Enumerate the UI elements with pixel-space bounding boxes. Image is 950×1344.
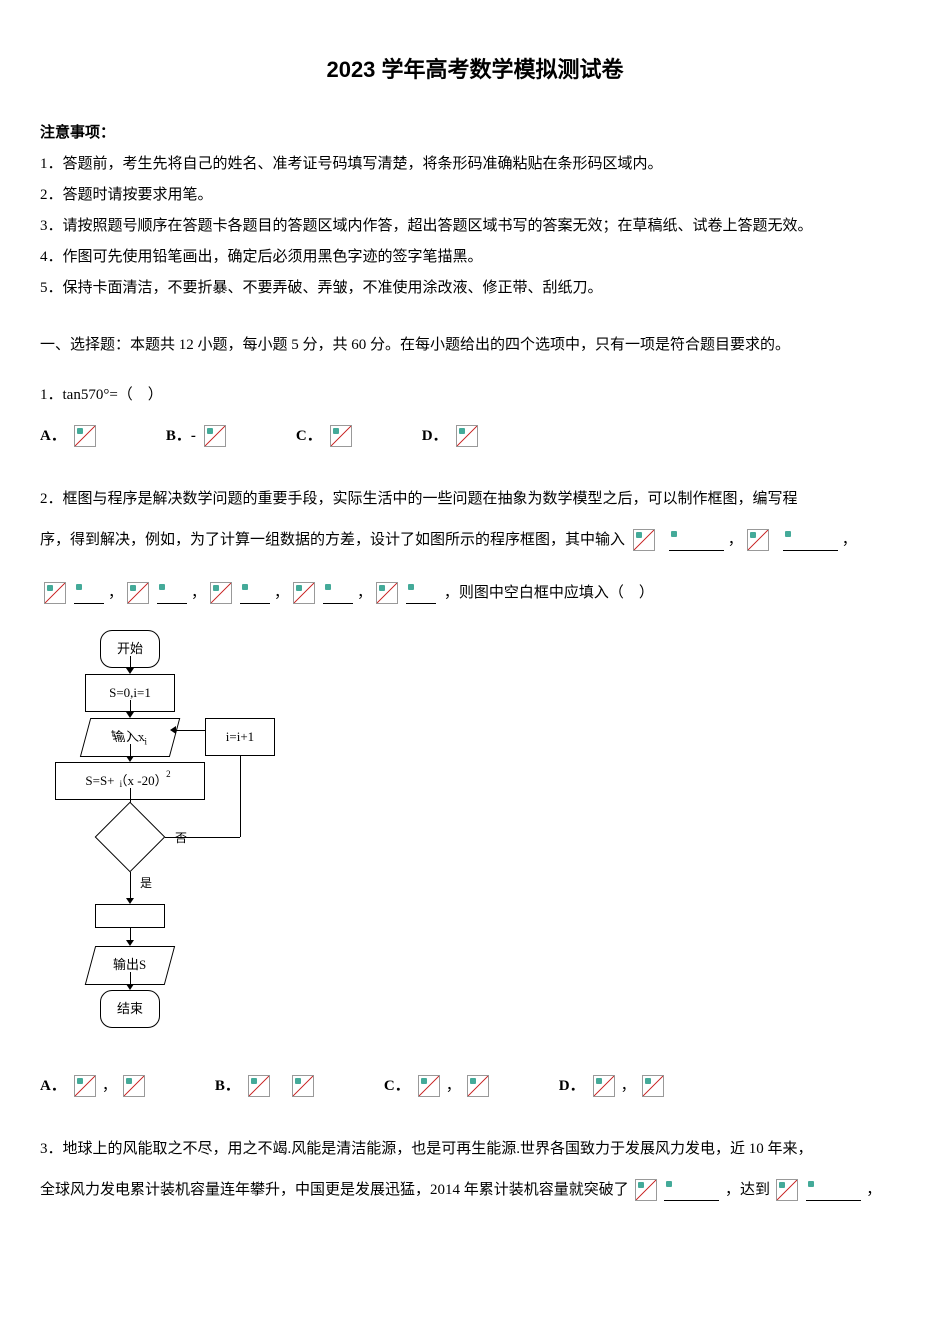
flow-label-yes: 是 xyxy=(140,870,152,896)
flow-calc-text: S=S+（x -20） xyxy=(85,767,167,796)
flow-calc-sub: i xyxy=(120,775,123,795)
option-a: A． ， xyxy=(40,1070,147,1103)
question-text-line: 序，得到解决，例如，为了计算一组数据的方差，设计了如图所示的程序框图，其中输入 … xyxy=(40,524,910,557)
comma: ， xyxy=(446,1070,461,1103)
section-header: 一、选择题：本题共 12 小题，每小题 5 分，共 60 分。在每小题给出的四个… xyxy=(40,332,910,359)
comma: ， xyxy=(866,1182,881,1198)
formula-placeholder-icon xyxy=(330,425,352,447)
formula-placeholder-icon xyxy=(44,582,66,604)
blank-line xyxy=(406,582,436,604)
flow-arrowhead-icon xyxy=(170,726,176,734)
option-d: D． ， xyxy=(559,1070,666,1103)
flow-arrow xyxy=(130,872,131,900)
question-text: 1．tan570°=（ ） xyxy=(40,379,910,412)
comma: ， xyxy=(357,577,372,610)
formula-placeholder-icon xyxy=(669,529,724,551)
options-row: A． ， B． C． ， D． ， xyxy=(40,1070,910,1103)
flow-input-text: 输入x xyxy=(109,723,149,752)
flow-arrow xyxy=(165,837,240,838)
comma: ， xyxy=(728,524,743,557)
option-b: B．- xyxy=(166,420,228,453)
text-fragment: ，达到 xyxy=(725,1182,770,1198)
formula-placeholder-icon xyxy=(127,582,149,604)
question-1: 1．tan570°=（ ） A． B．- C． D． xyxy=(40,379,910,453)
option-d: D． xyxy=(422,420,480,453)
text-fragment: 序，得到解决，例如，为了计算一组数据的方差，设计了如图所示的程序框图，其中输入 xyxy=(40,532,625,548)
flow-decision xyxy=(95,801,166,872)
flow-loop: i=i+1 xyxy=(205,718,275,757)
question-2: 2．框图与程序是解决数学问题的重要手段，实际生活中的一些问题在抽象为数学模型之后… xyxy=(40,483,910,1103)
formula-placeholder-icon xyxy=(376,582,398,604)
comma: ， xyxy=(274,577,289,610)
blank-line xyxy=(323,582,353,604)
notice-item: 4．作图可先使用铅笔画出，确定后必须用黑色字迹的签字笔描黑。 xyxy=(40,244,910,271)
formula-placeholder-icon xyxy=(248,1075,270,1097)
formula-placeholder-icon xyxy=(123,1075,145,1097)
option-c: C． xyxy=(296,420,354,453)
blank-line xyxy=(74,582,104,604)
blank-line xyxy=(240,582,270,604)
option-label: D． xyxy=(559,1070,585,1103)
option-a: A． xyxy=(40,420,98,453)
comma: ， xyxy=(108,577,123,610)
formula-placeholder-icon xyxy=(783,529,838,551)
formula-placeholder-icon xyxy=(635,1179,657,1201)
flow-end: 结束 xyxy=(100,990,160,1029)
inline-placeholder-seq: ， ， ， ， xyxy=(40,577,440,610)
question-text-line: ， ， ， ， ，则图中空白框中应填入（ ） xyxy=(40,577,910,610)
formula-placeholder-icon xyxy=(633,529,655,551)
formula-placeholder-icon xyxy=(418,1075,440,1097)
notice-item: 1．答题前，考生先将自己的姓名、准考证号码填写清楚，将条形码准确粘贴在条形码区域… xyxy=(40,151,910,178)
formula-placeholder-icon xyxy=(210,582,232,604)
option-label: B． xyxy=(215,1070,240,1103)
inline-placeholder-seq: ， ， xyxy=(629,524,857,557)
notice-header: 注意事项： xyxy=(40,120,910,147)
formula-placeholder-icon xyxy=(467,1075,489,1097)
flow-arrow xyxy=(175,730,205,731)
page-title: 2023 学年高考数学模拟测试卷 xyxy=(40,50,910,90)
blank-line xyxy=(157,582,187,604)
formula-placeholder-icon xyxy=(456,425,478,447)
options-row: A． B．- C． D． xyxy=(40,420,910,453)
option-label: C． xyxy=(384,1070,410,1103)
notice-item: 5．保持卡面清洁，不要折暴、不要弄破、弄皱，不准使用涂改液、修正带、刮纸刀。 xyxy=(40,275,910,302)
notice-item: 3．请按照题号顺序在答题卡各题目的答题区域内作答，超出答题区域书写的答案无效；在… xyxy=(40,213,910,240)
comma: ， xyxy=(842,524,857,557)
flow-arrowhead-icon xyxy=(126,712,134,718)
flow-arrowhead-icon xyxy=(126,984,134,990)
text-fragment: 全球风力发电累计装机容量连年攀升，中国更是发展迅猛，2014 年累计装机容量就突… xyxy=(40,1182,629,1198)
option-label: A． xyxy=(40,1070,66,1103)
formula-placeholder-icon xyxy=(642,1075,664,1097)
option-label: A． xyxy=(40,420,66,453)
blank-line xyxy=(806,1179,861,1201)
flow-label-no: 否 xyxy=(175,825,187,851)
option-label: C． xyxy=(296,420,322,453)
blank-line xyxy=(664,1179,719,1201)
text-fragment: ，则图中空白框中应填入（ ） xyxy=(444,585,654,601)
formula-placeholder-icon xyxy=(74,425,96,447)
question-text-line: 2．框图与程序是解决数学问题的重要手段，实际生活中的一些问题在抽象为数学模型之后… xyxy=(40,483,910,516)
flow-calc-sup: 2 xyxy=(166,765,171,785)
formula-placeholder-icon xyxy=(293,582,315,604)
notice-item: 2．答题时请按要求用笔。 xyxy=(40,182,910,209)
flow-blank xyxy=(95,904,165,928)
question-3: 3．地球上的风能取之不尽，用之不竭.风能是清洁能源，也是可再生能源.世界各国致力… xyxy=(40,1133,910,1207)
formula-placeholder-icon xyxy=(292,1075,314,1097)
option-b: B． xyxy=(215,1070,316,1103)
formula-placeholder-icon xyxy=(776,1179,798,1201)
option-c: C． ， xyxy=(384,1070,491,1103)
formula-placeholder-icon xyxy=(74,1075,96,1097)
flowchart-diagram: 开始 S=0,i=1 输入xi S=S+（x -20）i2 否 i=i+1 是 … xyxy=(40,630,320,1050)
flow-arrowhead-icon xyxy=(126,940,134,946)
question-text-line: 全球风力发电累计装机容量连年攀升，中国更是发展迅猛，2014 年累计装机容量就突… xyxy=(40,1174,910,1207)
comma: ， xyxy=(621,1070,636,1103)
question-text-line: 3．地球上的风能取之不尽，用之不竭.风能是清洁能源，也是可再生能源.世界各国致力… xyxy=(40,1133,910,1166)
formula-placeholder-icon xyxy=(747,529,769,551)
comma: ， xyxy=(191,577,206,610)
option-label: B．- xyxy=(166,420,196,453)
formula-placeholder-icon xyxy=(593,1075,615,1097)
formula-placeholder-icon xyxy=(204,425,226,447)
comma: ， xyxy=(102,1070,117,1103)
option-label: D． xyxy=(422,420,448,453)
